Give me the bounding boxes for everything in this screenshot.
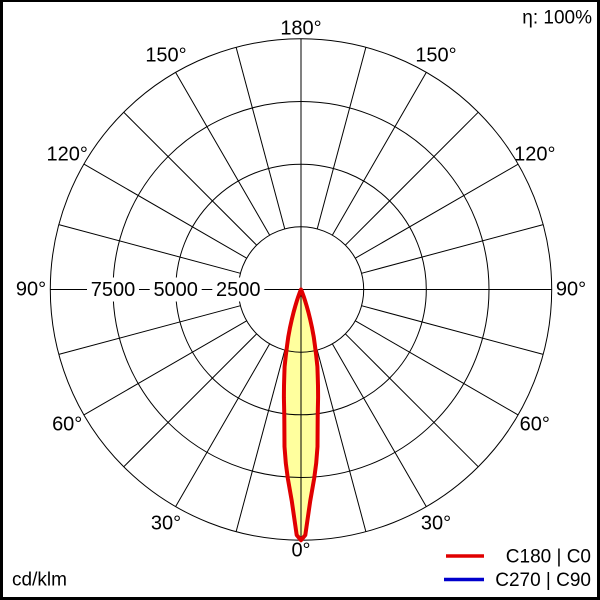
ring-label-mask [212,277,265,302]
angle-label: 30° [151,512,181,534]
radial-tick-labels: 2500 5000 7500 [87,277,265,302]
angle-label: 150° [415,45,456,67]
legend: C180 | C0 C270 | C90 [444,547,591,591]
grid-spoke [344,111,479,246]
grid-spoke [361,224,544,274]
grid-spoke [361,305,544,355]
grid-spoke [175,343,271,507]
grid-spoke [331,343,427,507]
ring-label-mask [149,277,202,302]
grid-spoke [316,47,367,230]
angle-label: 90° [556,279,586,301]
angle-label: 180° [280,18,321,40]
grid-spoke [316,349,367,532]
ring-label-mask [87,277,139,302]
grid-spoke [58,305,241,355]
angle-label: 60° [520,414,550,436]
unit-label: cd/klm [12,570,67,591]
grid-spoke [331,72,427,236]
beam-curve-layer [281,287,321,543]
angle-label: 60° [52,414,82,436]
beam-outline-c180-c0 [281,287,321,543]
grid-spoke [235,349,286,532]
ring-label: 2500 [216,279,261,301]
grid-spoke [235,47,286,230]
grid-spoke [83,163,247,259]
grid-spoke [58,224,241,274]
grid-spoke [83,320,247,416]
grid-spoke [344,333,479,468]
ring-label: 7500 [91,279,136,301]
angle-label: 0° [291,540,310,562]
grid-spoke [123,333,258,468]
grid-spoke [355,163,519,259]
efficiency-label: η: 100% [522,8,592,29]
grid-spoke [355,320,519,416]
angle-label: 120° [47,144,88,166]
angle-label: 150° [145,45,186,67]
angle-label: 30° [421,512,451,534]
legend-label-c0: C180 | C0 [506,547,591,568]
angle-label: 120° [514,144,555,166]
angle-label: 90° [16,279,46,301]
legend-label-c90: C270 | C90 [495,570,591,591]
angle-labels: 0° 30° 30° 60° 60° 90° 90° 120° 120° 150° 150° 180° [16,18,586,562]
grid-spoke [175,72,271,236]
ring-label: 5000 [153,279,198,301]
grid-spoke [123,111,258,246]
